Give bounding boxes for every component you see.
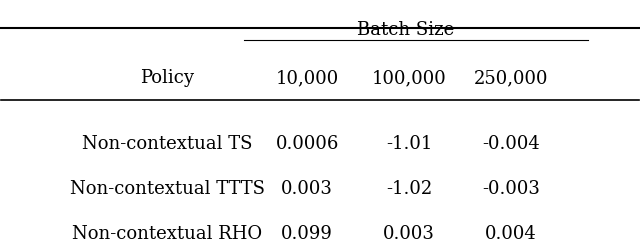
Text: Non-contextual RHO: Non-contextual RHO — [72, 224, 262, 242]
Text: 0.003: 0.003 — [282, 179, 333, 197]
Text: -0.003: -0.003 — [482, 179, 540, 197]
Text: 0.099: 0.099 — [282, 224, 333, 242]
Text: -1.01: -1.01 — [386, 135, 433, 152]
Text: 10,000: 10,000 — [276, 69, 339, 87]
Text: 100,000: 100,000 — [372, 69, 447, 87]
Text: 250,000: 250,000 — [474, 69, 548, 87]
Text: Non-contextual TTTS: Non-contextual TTTS — [70, 179, 264, 197]
Text: Non-contextual TS: Non-contextual TS — [82, 135, 252, 152]
Text: -0.004: -0.004 — [483, 135, 540, 152]
Text: Policy: Policy — [140, 69, 194, 87]
Text: Batch Size: Batch Size — [357, 21, 454, 39]
Text: 0.003: 0.003 — [383, 224, 435, 242]
Text: -1.02: -1.02 — [386, 179, 433, 197]
Text: 0.004: 0.004 — [485, 224, 537, 242]
Text: 0.0006: 0.0006 — [276, 135, 339, 152]
